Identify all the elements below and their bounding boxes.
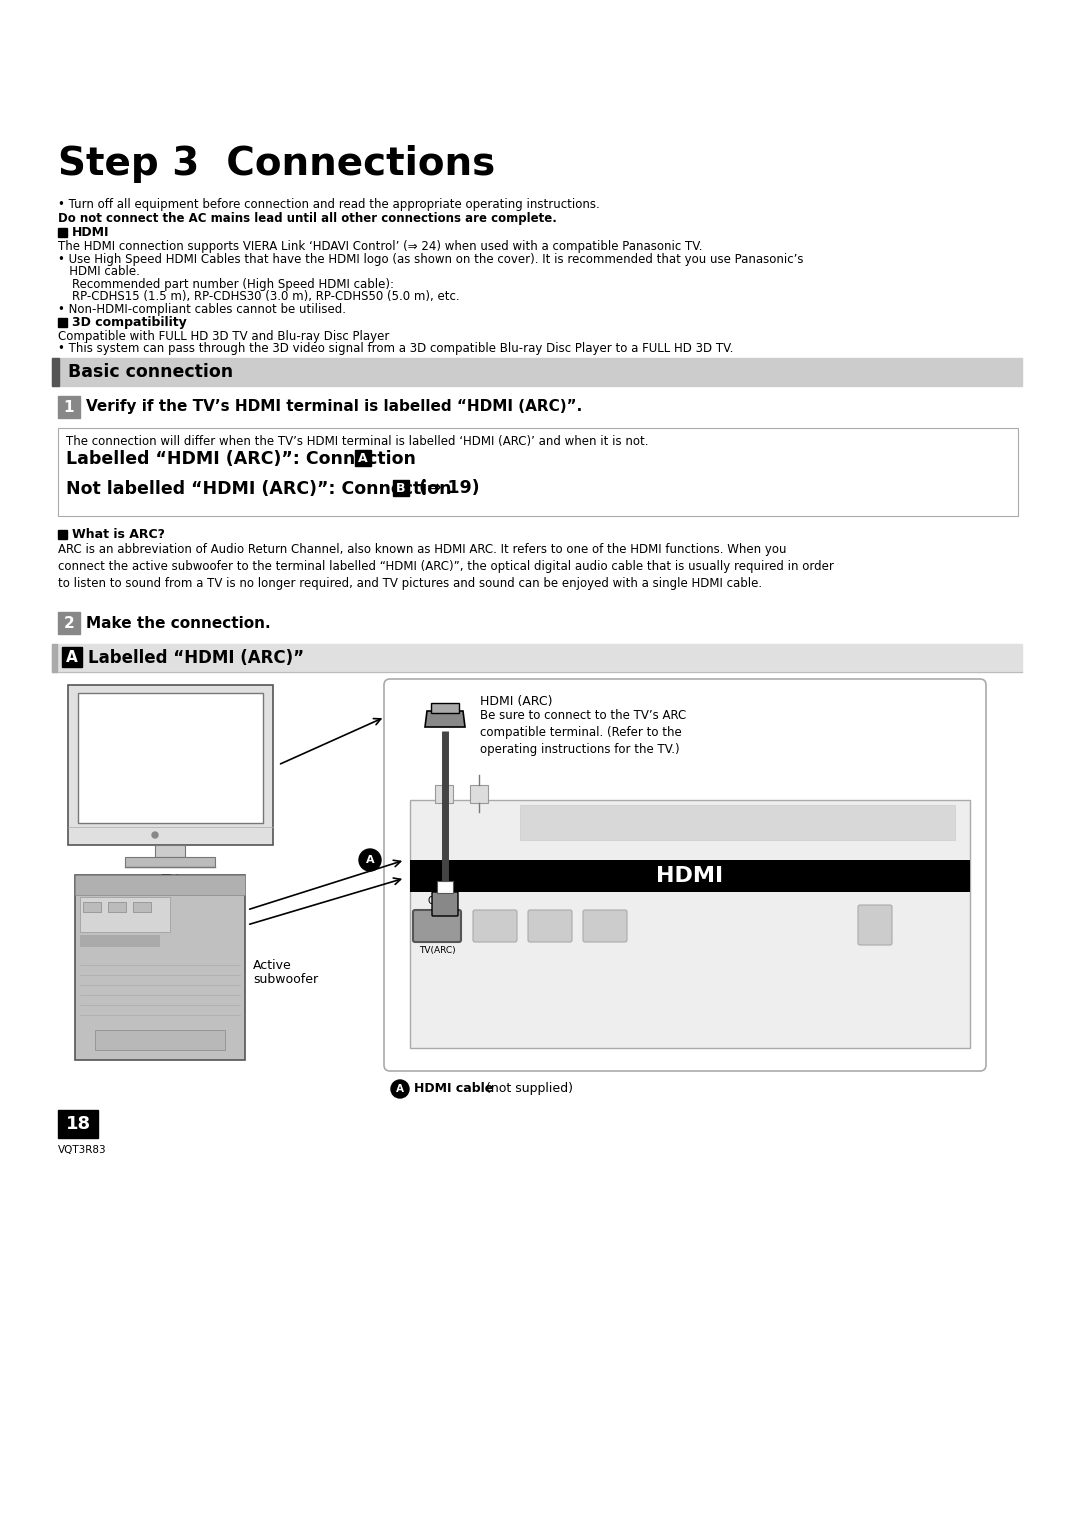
Text: • This system can pass through the 3D video signal from a 3D compatible Blu-ray : • This system can pass through the 3D vi… [58,342,733,354]
Bar [58,395,80,418]
Circle shape [359,849,381,870]
Circle shape [152,832,158,838]
Text: HDMI: HDMI [72,226,109,240]
Text: • Use High Speed HDMI Cables that have the HDMI logo (as shown on the cover). It: • Use High Speed HDMI Cables that have t… [58,253,804,266]
FancyBboxPatch shape [432,892,458,916]
Text: Labelled “HDMI (ARC)”: Connection: Labelled “HDMI (ARC)”: Connection [66,450,422,467]
Text: HDMI cable: HDMI cable [414,1083,494,1095]
Bar [470,785,488,803]
Bar [80,935,160,947]
Text: (⇒ 19): (⇒ 19) [413,479,480,496]
FancyBboxPatch shape [858,906,892,945]
Text: 1: 1 [64,400,75,414]
Text: A: A [396,1084,404,1093]
Text: Not labelled “HDMI (ARC)”: Connection: Not labelled “HDMI (ARC)”: Connection [66,479,458,498]
Bar [58,1110,98,1138]
Bar [75,875,245,895]
Text: subwoofer: subwoofer [253,973,319,986]
Text: Recommended part number (High Speed HDMI cable):: Recommended part number (High Speed HDMI… [72,278,394,292]
Text: What is ARC?: What is ARC? [72,528,165,541]
Text: 2: 2 [64,615,75,631]
Text: A: A [366,855,375,864]
Polygon shape [426,712,465,727]
Bar [58,228,67,237]
Text: RP-CDHS15 (1.5 m), RP-CDHS30 (3.0 m), RP-CDHS50 (5.0 m), etc.: RP-CDHS15 (1.5 m), RP-CDHS30 (3.0 m), RP… [72,290,460,302]
Text: Compatible with FULL HD 3D TV and Blu-ray Disc Player: Compatible with FULL HD 3D TV and Blu-ra… [58,330,390,344]
FancyBboxPatch shape [473,910,517,942]
Text: Active: Active [253,959,292,973]
Bar [52,357,1022,386]
Text: A: A [357,452,367,464]
Text: Make the connection.: Make the connection. [86,615,271,631]
Bar [80,896,170,931]
Bar [156,844,185,857]
Bar [75,875,245,1060]
Text: VQT3R83: VQT3R83 [58,1145,107,1154]
Text: Verify if the TV’s HDMI terminal is labelled “HDMI (ARC)”.: Verify if the TV’s HDMI terminal is labe… [86,400,582,414]
Bar [393,479,409,496]
Bar [431,702,459,713]
Text: Do not connect the AC mains lead until all other connections are complete.: Do not connect the AC mains lead until a… [58,212,557,224]
Bar [108,902,126,912]
Text: • Non-HDMI-compliant cables cannot be utilised.: • Non-HDMI-compliant cables cannot be ut… [58,302,346,316]
Bar [355,450,370,466]
FancyBboxPatch shape [58,428,1018,516]
Bar [68,686,273,844]
Bar [125,857,215,867]
Text: The HDMI connection supports VIERA Link ‘HDAVI Control’ (⇒ 24) when used with a : The HDMI connection supports VIERA Link … [58,240,702,253]
Text: OUT: OUT [428,896,448,906]
Text: • Turn off all equipment before connection and read the appropriate operating in: • Turn off all equipment before connecti… [58,199,599,211]
FancyBboxPatch shape [583,910,627,942]
Text: (not supplied): (not supplied) [482,1083,573,1095]
Bar [52,357,59,386]
Text: Be sure to connect to the TV’s ARC
compatible terminal. (Refer to the
operating : Be sure to connect to the TV’s ARC compa… [480,709,686,756]
Text: Step 3  Connections: Step 3 Connections [58,145,496,183]
Bar [58,612,80,634]
Bar [435,785,453,803]
Text: 18: 18 [66,1115,91,1133]
Text: B: B [396,481,406,495]
Text: HDMI: HDMI [657,866,724,886]
FancyBboxPatch shape [384,680,986,1070]
Circle shape [391,1080,409,1098]
Bar [58,530,67,539]
Text: TV(ARC): TV(ARC) [419,947,456,954]
Bar [52,644,57,672]
Text: TV: TV [162,873,178,886]
Text: HDMI (ARC): HDMI (ARC) [480,695,553,709]
Bar [58,318,67,327]
Text: ARC is an abbreviation of Audio Return Channel, also known as HDMI ARC. It refer: ARC is an abbreviation of Audio Return C… [58,544,834,589]
Bar [519,805,955,840]
Bar [133,902,151,912]
Bar [437,881,453,893]
Text: The connection will differ when the TV’s HDMI terminal is labelled ‘HDMI (ARC)’ : The connection will differ when the TV’s… [66,435,648,447]
Bar [83,902,102,912]
Text: Basic connection: Basic connection [68,363,233,382]
Text: 3D compatibility: 3D compatibility [72,316,187,328]
Bar [410,860,970,892]
Bar [78,693,264,823]
Bar [95,1031,225,1051]
Text: HDMI cable.: HDMI cable. [58,266,140,278]
FancyBboxPatch shape [528,910,572,942]
Text: A: A [66,649,78,664]
Bar [62,647,82,667]
Bar [410,800,970,1048]
Bar [52,644,1022,672]
Text: Labelled “HDMI (ARC)”: Labelled “HDMI (ARC)” [87,649,305,667]
FancyBboxPatch shape [413,910,461,942]
